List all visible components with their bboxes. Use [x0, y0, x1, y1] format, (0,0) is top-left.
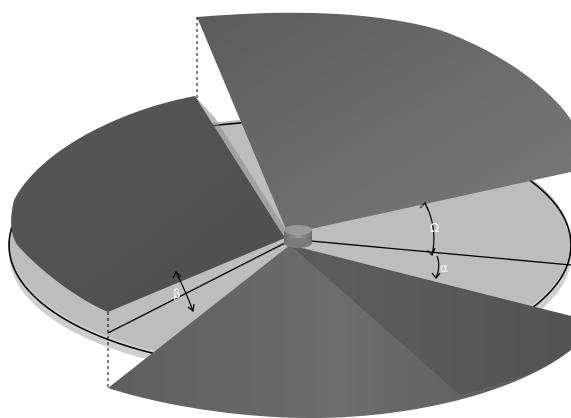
beta-arc: [175, 271, 194, 312]
angle-arcs: [172, 201, 441, 313]
beta-arrow-top: [172, 270, 182, 279]
dashed-guides: [107, 17, 198, 390]
hub-top: [284, 225, 312, 235]
hub: [284, 225, 312, 248]
blade-left-bright-strip: [195, 96, 288, 238]
ref-line-right: [299, 239, 571, 266]
blade-bottom-shade: [290, 245, 571, 395]
blade-top: [197, 12, 571, 234]
hub-bottom: [284, 238, 312, 248]
alpha-arc: [435, 255, 440, 279]
reference-lines: [107, 239, 571, 334]
beta-label: β: [173, 287, 181, 301]
alpha-label: α: [440, 261, 448, 275]
blade-left: [11, 96, 285, 312]
omega-label: Ω: [430, 221, 439, 235]
beta-arrow-bottom: [187, 303, 195, 313]
omega-arrow-top: [419, 201, 429, 211]
alpha-arrow-bottom: [431, 272, 441, 279]
ref-line-left: [107, 242, 286, 334]
omega-arrow-bottom: [426, 247, 436, 257]
